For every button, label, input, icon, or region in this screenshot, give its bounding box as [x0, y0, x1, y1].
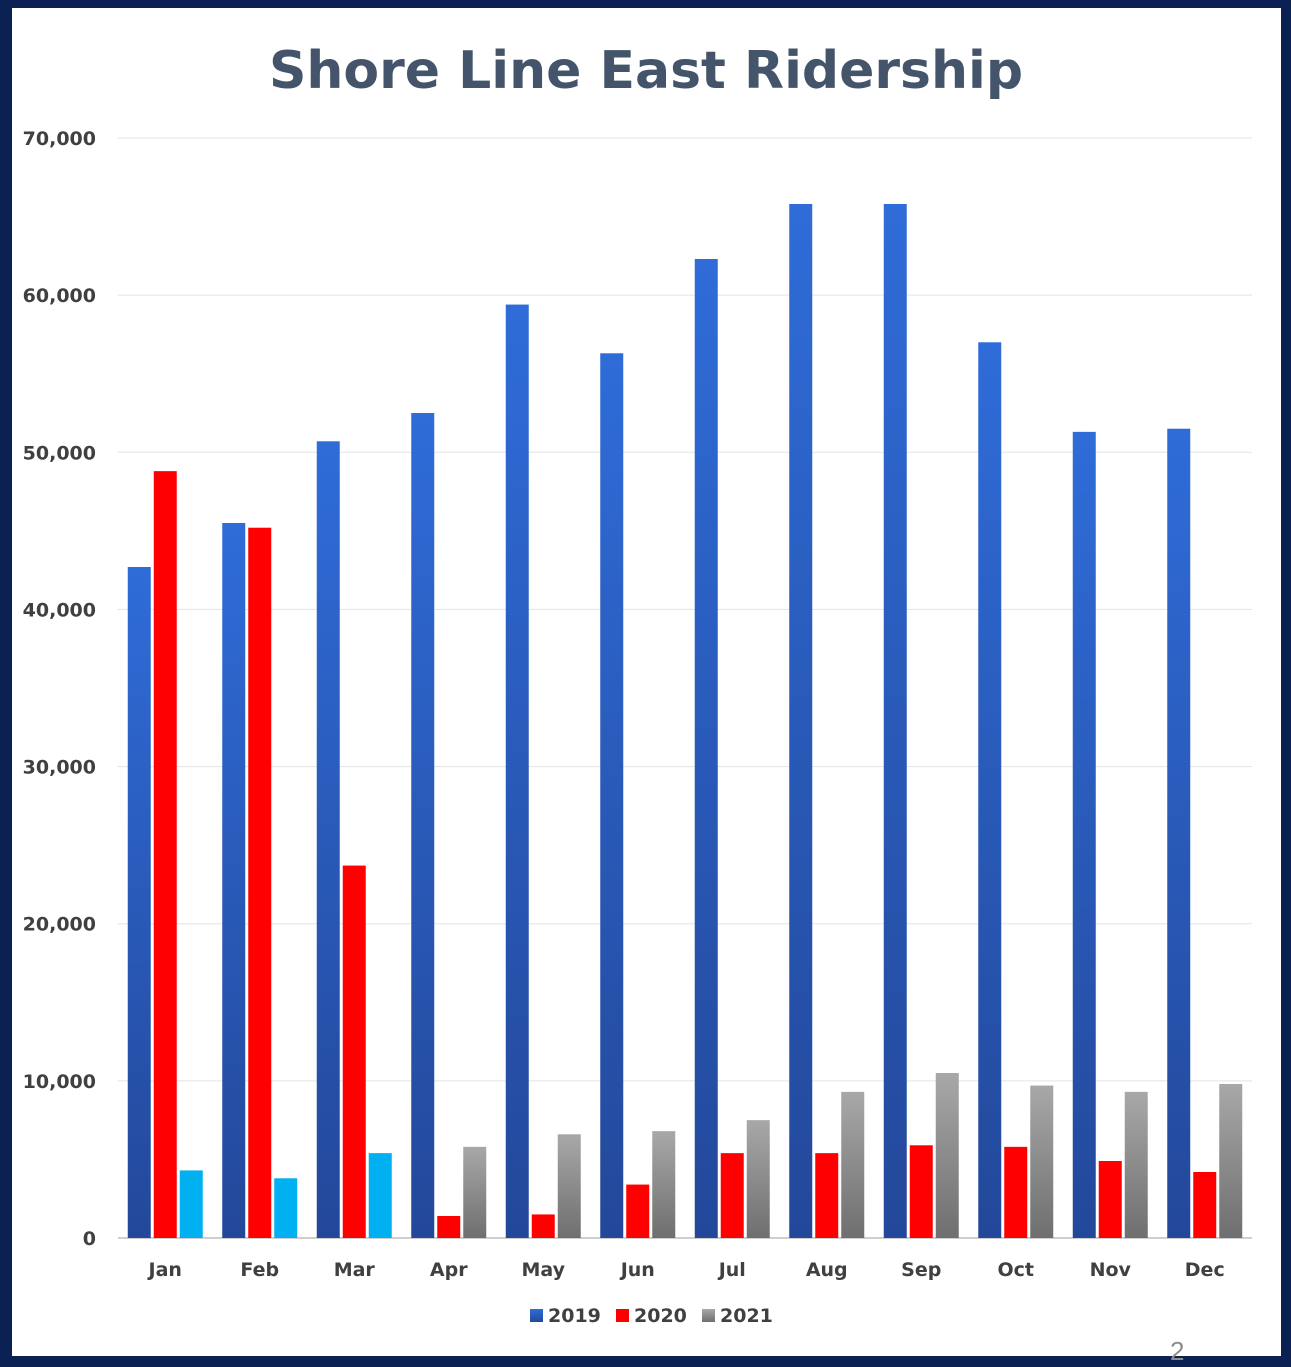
x-tick-label: Apr	[430, 1259, 468, 1281]
legend-label-2021: 2021	[720, 1305, 773, 1327]
bar-2021-nov	[1124, 1091, 1148, 1238]
bar-2019-nov	[1072, 431, 1096, 1238]
x-tick-label: Mar	[334, 1259, 376, 1281]
bar-2020-sep	[909, 1145, 933, 1238]
y-tick-label: 20,000	[23, 914, 96, 936]
bar-2019-jul	[694, 259, 718, 1238]
y-tick-label: 10,000	[23, 1071, 96, 1093]
y-tick-label: 50,000	[23, 442, 96, 464]
x-tick-label: Dec	[1185, 1259, 1225, 1281]
legend-label-2019: 2019	[548, 1305, 601, 1327]
bar-2021-apr	[463, 1146, 487, 1238]
x-tick-label: Nov	[1090, 1259, 1132, 1281]
bar-2021-jul	[746, 1120, 770, 1238]
bar-2021-feb	[274, 1178, 298, 1238]
x-tick-label: Aug	[806, 1259, 848, 1281]
x-tick-label: Jan	[147, 1259, 182, 1281]
legend-swatch-2019	[530, 1309, 543, 1322]
legend-swatch-2020	[616, 1309, 629, 1322]
bar-2020-nov	[1098, 1161, 1122, 1238]
bar-2021-dec	[1219, 1084, 1243, 1238]
x-tick-label: Oct	[998, 1259, 1035, 1281]
bar-2019-apr	[411, 413, 435, 1238]
bar-2021-mar	[368, 1153, 392, 1238]
bar-2020-jul	[720, 1153, 744, 1238]
bar-2019-oct	[978, 342, 1002, 1238]
y-tick-label: 60,000	[23, 285, 96, 307]
bar-2020-dec	[1193, 1172, 1217, 1238]
bar-2020-mar	[342, 865, 366, 1238]
page-number: 2	[1170, 1336, 1185, 1366]
legend: 2019 2020 2021	[530, 1305, 773, 1327]
x-tick-label: May	[521, 1259, 565, 1281]
bar-2021-jan	[179, 1170, 203, 1238]
bar-2020-oct	[1004, 1146, 1028, 1238]
bar-2020-aug	[815, 1153, 839, 1238]
bar-2019-jan	[127, 567, 151, 1238]
y-tick-label: 40,000	[23, 599, 96, 621]
x-tick-label: Jul	[717, 1259, 746, 1281]
bar-2019-jun	[600, 353, 624, 1238]
y-tick-label: 70,000	[23, 128, 96, 150]
bar-2021-aug	[841, 1091, 865, 1238]
bar-2020-jan	[153, 471, 177, 1239]
bar-2021-may	[557, 1134, 581, 1238]
bar-2019-may	[505, 304, 529, 1239]
bar-2020-may	[531, 1214, 555, 1238]
bar-2021-sep	[935, 1073, 959, 1238]
bar-2021-oct	[1030, 1085, 1054, 1238]
x-tick-label: Jun	[619, 1259, 655, 1281]
y-tick-label: 30,000	[23, 757, 96, 779]
bar-2021-jun	[652, 1131, 676, 1238]
y-tick-label: 0	[83, 1228, 96, 1250]
bar-2019-mar	[316, 441, 340, 1238]
chart-title: Shore Line East Ridership	[269, 41, 1023, 101]
legend-label-2020: 2020	[634, 1305, 687, 1327]
bar-2019-dec	[1167, 428, 1191, 1238]
bar-2020-feb	[248, 527, 272, 1238]
bar-2020-jun	[626, 1184, 650, 1238]
x-tick-label: Feb	[240, 1259, 279, 1281]
bar-2019-feb	[222, 523, 246, 1238]
x-tick-label: Sep	[901, 1259, 941, 1281]
bar-2019-aug	[789, 204, 813, 1238]
bar-2020-apr	[437, 1216, 461, 1238]
legend-swatch-2021	[702, 1309, 715, 1322]
ridership-chart: Shore Line East Ridership 0 10,000 20,000 3…	[23, 41, 1252, 1327]
bar-2019-sep	[883, 204, 907, 1238]
slide: Shore Line East Ridership 0 10,000 20,000 3…	[12, 8, 1281, 1366]
